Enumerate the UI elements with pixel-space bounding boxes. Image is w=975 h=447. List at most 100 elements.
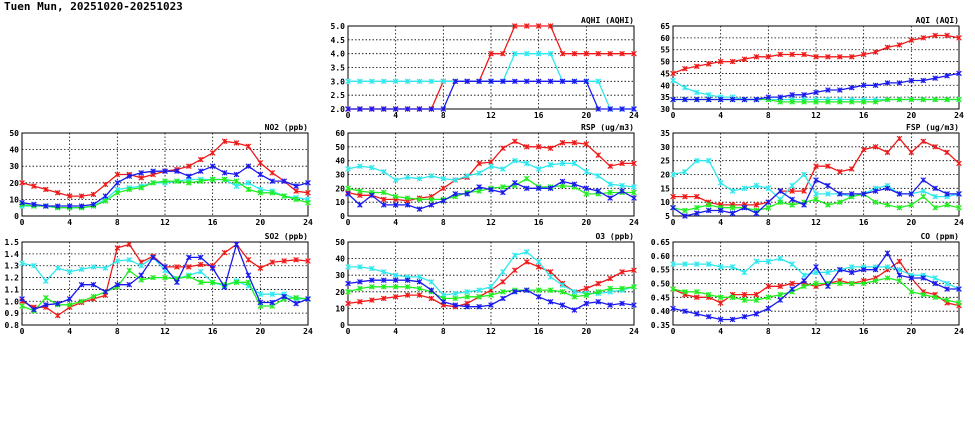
data-point	[345, 166, 351, 172]
data-point	[535, 185, 542, 192]
data-point	[233, 183, 240, 189]
data-point	[631, 189, 637, 196]
plot-frame	[672, 25, 960, 110]
data-point	[281, 193, 287, 199]
data-point	[281, 293, 287, 300]
data-point	[705, 291, 712, 298]
data-point	[741, 269, 748, 276]
data-point	[729, 188, 736, 194]
data-point	[670, 261, 676, 267]
data-point	[729, 58, 736, 65]
data-point	[813, 177, 819, 183]
data-point	[535, 264, 542, 270]
series-blue	[345, 178, 637, 212]
data-point	[694, 89, 700, 96]
data-point	[932, 185, 938, 192]
chart-title: AQI (AQI)	[916, 16, 959, 25]
data-point	[43, 278, 49, 284]
data-point	[559, 282, 566, 288]
data-point	[102, 265, 109, 271]
y-tick-label: 0.60	[651, 252, 670, 261]
chart-aqhi: 0 4 8 12 16 20 24 2.0 2.5 3.0 3.5 4.0 4.5 5.0 AQHI (AQ…	[331, 16, 639, 120]
data-point	[464, 191, 470, 197]
data-point	[920, 193, 927, 200]
data-point	[428, 202, 435, 208]
y-tick-label: 0	[14, 212, 19, 221]
chart-title: SO2 (ppb)	[265, 232, 308, 241]
data-point	[523, 23, 530, 29]
data-point	[452, 295, 459, 302]
data-point	[209, 279, 216, 286]
data-point	[932, 204, 938, 211]
data-point	[595, 188, 602, 194]
data-point	[813, 269, 819, 276]
data-point	[777, 291, 784, 298]
chart-title: RSP (ug/m3)	[581, 123, 634, 132]
data-point	[920, 35, 927, 41]
data-point	[837, 280, 843, 287]
data-point	[392, 283, 399, 290]
data-point	[631, 283, 637, 290]
data-point	[305, 199, 311, 206]
data-point	[741, 204, 748, 211]
data-point	[186, 264, 192, 270]
data-point	[753, 182, 760, 189]
data-point	[174, 264, 180, 270]
x-tick-label: 16	[208, 218, 218, 227]
data-point	[595, 152, 602, 158]
data-point	[380, 202, 387, 208]
data-point	[777, 255, 784, 262]
data-point	[896, 96, 903, 103]
data-point	[741, 297, 748, 303]
y-tick-label: 2.0	[331, 105, 346, 114]
y-tick-label: 0	[340, 212, 345, 221]
data-point	[741, 185, 748, 192]
data-point	[488, 163, 494, 170]
data-point	[682, 207, 688, 214]
data-point	[404, 195, 411, 201]
data-point	[428, 196, 435, 203]
data-point	[705, 157, 712, 164]
y-tick-label: 4.0	[331, 50, 346, 59]
data-point	[416, 285, 423, 292]
chart-fsp: 0 4 8 12 16 20 24 5 10 15 20 25 30 35 FSP (ug/m3)	[660, 123, 964, 227]
x-tick-label: 8	[441, 327, 446, 336]
data-point	[607, 195, 613, 201]
series-blue	[19, 163, 311, 209]
data-point	[440, 185, 447, 192]
data-point	[523, 144, 530, 150]
data-point	[631, 50, 637, 57]
data-point	[392, 177, 399, 183]
data-point	[523, 249, 530, 255]
x-tick-label: 20	[907, 218, 917, 227]
data-point	[717, 316, 724, 323]
data-point	[114, 245, 121, 251]
data-point	[114, 179, 121, 186]
y-tick-label: 25	[660, 157, 670, 166]
data-point	[777, 94, 784, 100]
series-green	[345, 283, 637, 302]
data-point	[670, 96, 676, 103]
data-point	[440, 106, 447, 112]
x-tick-label: 16	[859, 111, 869, 120]
plot-frame	[21, 132, 309, 217]
data-point	[404, 106, 411, 112]
data-point	[345, 78, 351, 85]
data-point	[428, 287, 435, 293]
data-point	[789, 188, 795, 194]
data-point	[305, 189, 311, 196]
data-point	[765, 258, 772, 265]
data-point	[293, 300, 299, 307]
data-point	[801, 171, 807, 178]
chart-title: NO2 (ppb)	[265, 123, 308, 132]
data-point	[765, 294, 772, 301]
data-point	[197, 178, 204, 184]
data-point	[404, 292, 411, 298]
data-point	[789, 280, 795, 287]
data-point	[90, 191, 97, 198]
data-point	[357, 202, 363, 208]
data-point	[512, 267, 518, 274]
data-point	[535, 287, 542, 293]
series-red	[670, 32, 962, 77]
data-point	[523, 287, 530, 293]
